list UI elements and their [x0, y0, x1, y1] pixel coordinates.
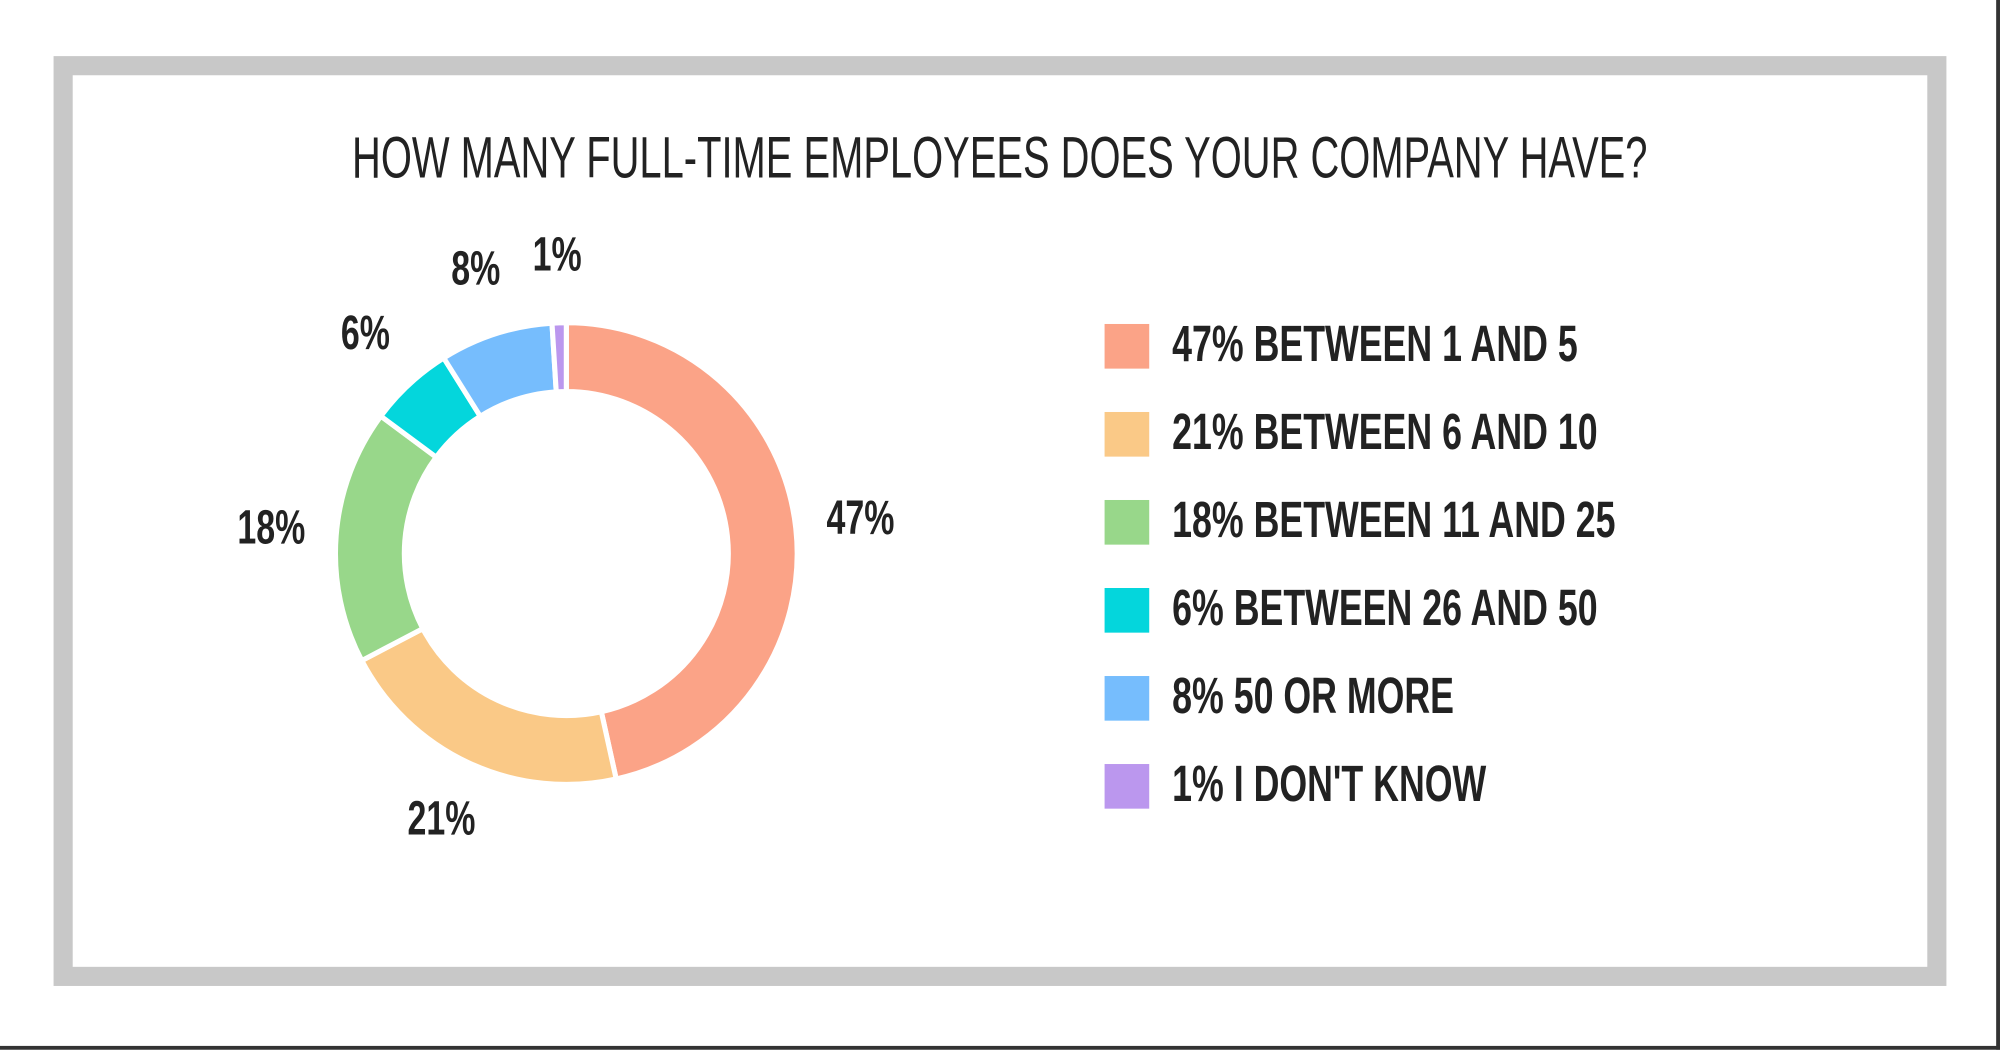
- legend-label: 1% I DON'T KNOW: [1172, 756, 1487, 813]
- slice-label: 47%: [827, 490, 895, 544]
- chart-title-text: HOW MANY FULL-TIME EMPLOYEES DOES YOUR C…: [352, 123, 1648, 191]
- legend-label: 18% BETWEEN 11 AND 25: [1172, 492, 1616, 549]
- legend-label: 8% 50 OR MORE: [1172, 668, 1455, 725]
- legend-swatch: [1104, 411, 1150, 457]
- legend-swatch: [1104, 588, 1150, 633]
- slice-label: 8%: [451, 241, 500, 295]
- slice-label: 1%: [533, 227, 582, 281]
- slice-label: 18%: [237, 499, 305, 553]
- legend-swatch: [1104, 676, 1150, 721]
- right-border: [1996, 0, 2000, 1050]
- legend-label: 47% BETWEEN 1 AND 5: [1172, 316, 1578, 373]
- chart-title: HOW MANY FULL-TIME EMPLOYEES DOES YOUR C…: [0, 122, 2000, 191]
- legend-label: 6% BETWEEN 26 AND 50: [1172, 580, 1598, 637]
- bottom-border: [0, 1045, 2000, 1050]
- legend-label: 21% BETWEEN 6 AND 10: [1172, 404, 1598, 461]
- donut-slice: [332, 412, 440, 665]
- donut-slice: [358, 625, 620, 787]
- slice-label: 21%: [408, 791, 476, 845]
- donut-slice: [563, 320, 800, 783]
- legend-swatch: [1104, 764, 1150, 809]
- slice-label: 6%: [341, 305, 390, 359]
- legend-swatch: [1104, 323, 1150, 369]
- legend-swatch: [1104, 499, 1150, 545]
- donut-slice: [549, 320, 569, 395]
